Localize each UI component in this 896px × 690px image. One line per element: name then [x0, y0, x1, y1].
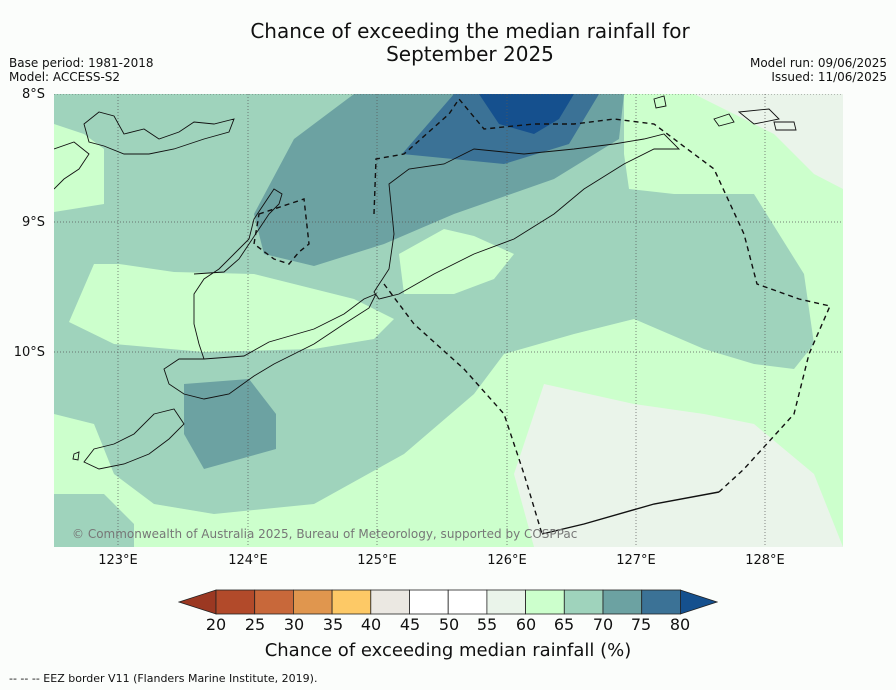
cb-tick-55: 55 [476, 615, 498, 634]
cb-tick-60: 60 [515, 615, 537, 634]
cb-tick-35: 35 [322, 615, 344, 634]
zone-65-70-southwest [54, 494, 134, 547]
cb-tick-30: 30 [283, 615, 305, 634]
colorbar-low-extension [178, 589, 217, 615]
lat-label-9s: 9°S [21, 215, 45, 230]
lon-label-127e: 127°E [616, 553, 656, 568]
lon-label-124e: 124°E [228, 553, 268, 568]
cb-tick-80: 80 [669, 615, 691, 634]
zone-55-60-south [514, 384, 843, 547]
colorbar-bin-60 [525, 589, 565, 615]
zone-70-75-southwest [184, 379, 276, 469]
zone-80-plus [479, 94, 574, 134]
lon-label-126e: 126°E [487, 553, 527, 568]
cb-tick-45: 45 [399, 615, 421, 634]
title-line-1: Chance of exceeding the median rainfall … [250, 19, 690, 43]
eez-border-solid [541, 491, 720, 535]
model-run: Model run: 09/06/2025 [749, 56, 887, 70]
cb-tick-50: 50 [438, 615, 460, 634]
map-title: Chance of exceeding the median rainfall … [170, 20, 770, 66]
colorbar-bin-40 [370, 589, 410, 615]
colorbar-bin-20 [215, 589, 256, 615]
title-line-2: September 2025 [386, 42, 554, 66]
meta-left: Base period: 1981-2018 Model: ACCESS-S2 [9, 56, 154, 84]
colorbar-title: Chance of exceeding median rainfall (%) [264, 640, 632, 661]
graticule [54, 94, 843, 547]
colorbar [178, 589, 718, 615]
colorbar-bin-35 [331, 589, 372, 615]
colorbar-bin-25 [254, 589, 294, 615]
zone-55-60-northeast [694, 94, 843, 189]
colorbar-high-extension [679, 589, 718, 615]
lon-label-125e: 125°E [357, 553, 397, 568]
eez-footnote: -- -- -- EEZ border V11 (Flanders Marine… [9, 672, 318, 685]
cb-tick-20: 20 [205, 615, 227, 634]
colorbar-bin-30 [293, 589, 333, 615]
cb-tick-75: 75 [630, 615, 652, 634]
eez-border [253, 97, 831, 535]
copyright-notice: © Commonwealth of Australia 2025, Bureau… [72, 527, 578, 541]
zone-60-65-west [69, 264, 394, 352]
coastlines [54, 95, 797, 470]
cb-tick-25: 25 [244, 615, 266, 634]
lon-label-128e: 128°E [745, 553, 785, 568]
colorbar-bin-70 [602, 589, 643, 615]
colorbar-bin-45 [409, 589, 449, 615]
lon-label-123e: 123°E [98, 553, 138, 568]
colorbar-bin-75 [641, 589, 681, 615]
base-period: Base period: 1981-2018 [9, 56, 154, 70]
model-name: Model: ACCESS-S2 [9, 70, 121, 84]
cb-tick-40: 40 [360, 615, 382, 634]
colorbar-bin-50 [447, 589, 488, 615]
cb-tick-65: 65 [553, 615, 575, 634]
meta-right: Model run: 09/06/2025 Issued: 11/06/2025 [750, 56, 887, 84]
cb-tick-70: 70 [592, 615, 614, 634]
lat-label-10s: 10°S [13, 345, 45, 360]
issued-date: Issued: 11/06/2025 [771, 70, 887, 84]
rainfall-map [54, 94, 843, 547]
lat-label-8s: 8°S [21, 87, 45, 102]
colorbar-bin-65 [563, 589, 604, 615]
colorbar-bin-55 [486, 589, 526, 615]
zone-60-65-northwest [54, 124, 104, 212]
